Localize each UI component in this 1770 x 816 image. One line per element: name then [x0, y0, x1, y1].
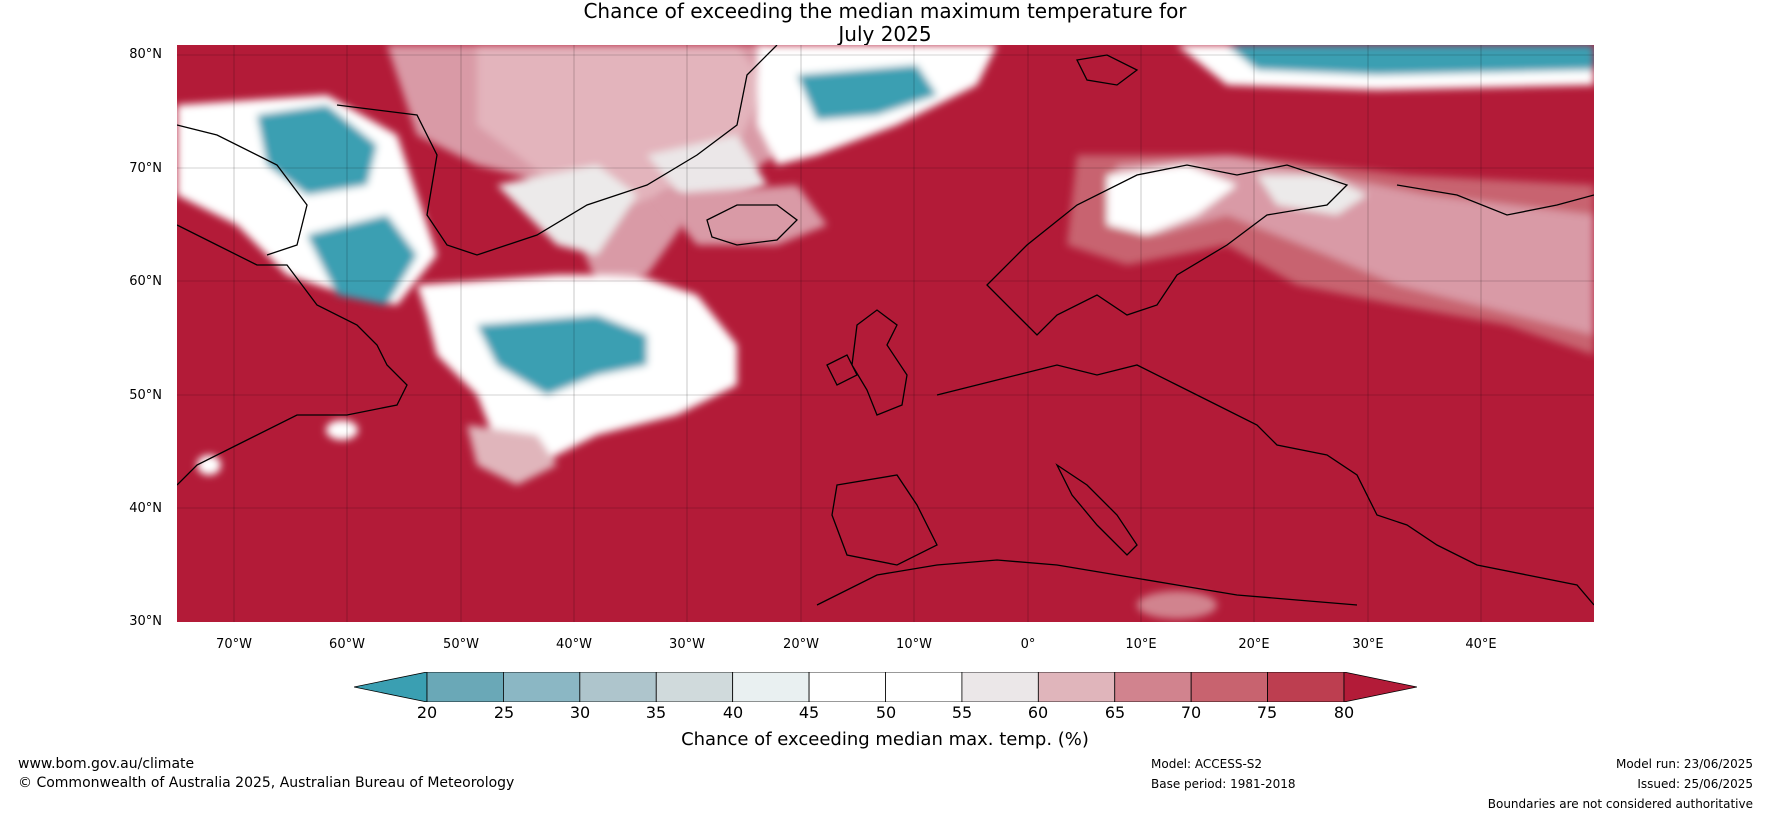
- footer-model: Model: ACCESS-S2: [1151, 757, 1263, 771]
- greenland-coast: [336, 45, 778, 256]
- lon-label-30e: 30°E: [1352, 637, 1384, 652]
- lat-label-50n: 50°N: [129, 388, 162, 403]
- footer-website: www.bom.gov.au/climate: [18, 756, 195, 772]
- footer-base-period: Base period: 1981-2018: [1151, 777, 1296, 791]
- europe-coast: [936, 364, 1594, 606]
- colorbar-segment: [961, 672, 1039, 702]
- lon-label-10w: 10°W: [896, 637, 932, 652]
- graticule: [177, 45, 1594, 622]
- coastlines: [177, 45, 1594, 606]
- british-isles-coast: [826, 309, 908, 416]
- colorbar-segment: [1190, 672, 1268, 702]
- colorbar-tick: 70: [1180, 703, 1202, 722]
- scandinavia-coast: [986, 164, 1349, 336]
- lat-label-70n: 70°N: [129, 161, 162, 176]
- colorbar-tick: 30: [569, 703, 591, 722]
- greenland-probability-field: [387, 45, 797, 285]
- colorbar-extend-low: [354, 672, 428, 702]
- russia-north-coast: [1396, 184, 1594, 216]
- labrador-coast: [177, 224, 408, 486]
- colorbar-tick: 80: [1333, 703, 1355, 722]
- map-title: Chance of exceeding the median maximum t…: [0, 0, 1770, 46]
- africa-coast: [816, 559, 1358, 606]
- baffin-coast: [177, 124, 308, 256]
- lat-label-30n: 30°N: [129, 614, 162, 629]
- colorbar-tick: 25: [493, 703, 515, 722]
- colorbar-tick: 65: [1104, 703, 1126, 722]
- colorbar-tick: 55: [951, 703, 973, 722]
- lon-label-10e: 10°E: [1125, 637, 1157, 652]
- lon-label-70w: 70°W: [216, 637, 252, 652]
- lon-label-60w: 60°W: [329, 637, 365, 652]
- arctic-cool-field: [757, 45, 1594, 165]
- lon-label-20w: 20°W: [783, 637, 819, 652]
- lat-label-60n: 60°N: [129, 274, 162, 289]
- footer-disclaimer: Boundaries are not considered authoritat…: [1487, 797, 1753, 811]
- footer-model-run: Model run: 23/06/2025: [1615, 757, 1753, 771]
- colorbar-tick: 45: [798, 703, 820, 722]
- iceland-coast: [706, 204, 798, 246]
- mid-atlantic-cool-field: [417, 275, 737, 485]
- colorbar-segment: [426, 672, 504, 702]
- colorbar: [354, 672, 1417, 702]
- colorbar-segment: [503, 672, 581, 702]
- colorbar-tick: 60: [1027, 703, 1049, 722]
- lon-label-20e: 20°E: [1238, 637, 1270, 652]
- colorbar-tick: 40: [722, 703, 744, 722]
- colorbar-tick: 75: [1256, 703, 1278, 722]
- colorbar-tick: 35: [645, 703, 667, 722]
- colorbar-segment: [655, 672, 734, 702]
- colorbar-segment: [1037, 672, 1116, 702]
- lon-label-40w: 40°W: [556, 637, 592, 652]
- ocean-background: [177, 45, 1594, 622]
- map-title-line-2: July 2025: [838, 22, 932, 46]
- colorbar-segment: [1267, 672, 1345, 702]
- colorbar-tick: 50: [875, 703, 897, 722]
- footer-copyright: © Commonwealth of Australia 2025, Austra…: [18, 775, 515, 791]
- scandinavia-probability-field: [1067, 155, 1594, 355]
- colorbar-extend-high: [1343, 672, 1417, 702]
- colorbar-segment: [885, 672, 963, 702]
- iceland-region-field: [657, 185, 827, 245]
- atlantic-small-pockets: [197, 420, 1217, 619]
- colorbar-segment: [1114, 672, 1192, 702]
- lat-label-40n: 40°N: [129, 501, 162, 516]
- footer-issued: Issued: 25/06/2025: [1637, 777, 1753, 791]
- forecast-map-svg: [177, 45, 1594, 622]
- svalbard-coast: [1076, 54, 1139, 86]
- colorbar-segment: [732, 672, 810, 702]
- italy-coast: [1055, 463, 1138, 556]
- lat-label-80n: 80°N: [129, 47, 162, 62]
- lon-label-50w: 50°W: [443, 637, 479, 652]
- iberia-coast: [831, 474, 938, 566]
- colorbar-tick: 20: [416, 703, 438, 722]
- lon-label-30w: 30°W: [669, 637, 705, 652]
- colorbar-label: Chance of exceeding median max. temp. (%…: [681, 729, 1089, 750]
- colorbar-segment: [808, 672, 886, 702]
- colorbar-segment: [579, 672, 657, 702]
- lon-label-0: 0°: [1020, 637, 1036, 652]
- forecast-map: [177, 45, 1594, 622]
- map-title-line-1: Chance of exceeding the median maximum t…: [583, 0, 1187, 23]
- lon-label-40e: 40°E: [1465, 637, 1497, 652]
